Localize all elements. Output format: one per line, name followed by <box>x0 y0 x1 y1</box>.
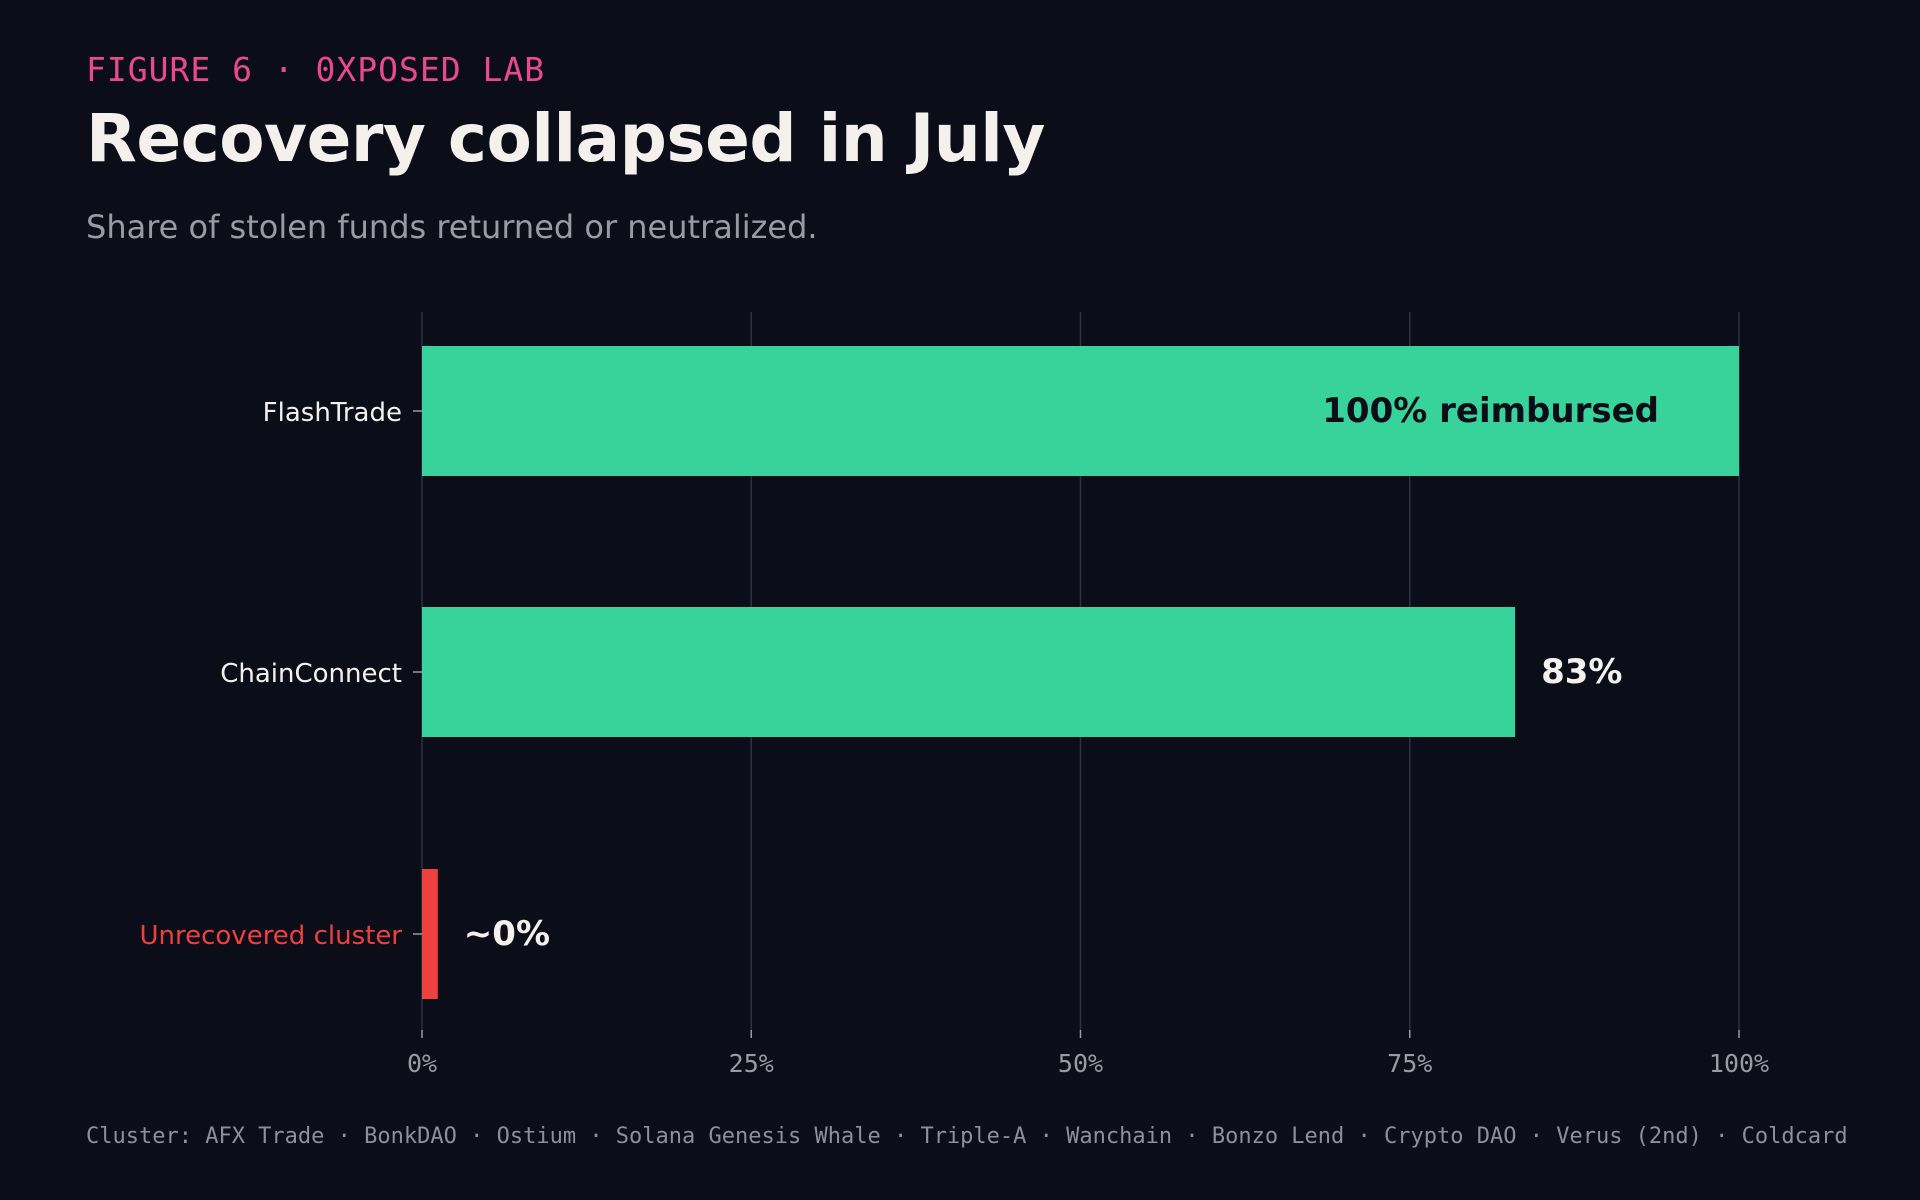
chart-title: Recovery collapsed in July <box>86 100 1045 177</box>
chart-subtitle: Share of stolen funds returned or neutra… <box>86 208 818 246</box>
x-tick-label: 75% <box>1387 1049 1432 1078</box>
bar <box>422 869 438 999</box>
category-label: FlashTrade <box>263 398 402 428</box>
figure-eyebrow: FIGURE 6 · 0XPOSED LAB <box>86 50 546 89</box>
x-tick-label: 50% <box>1058 1049 1103 1078</box>
value-label: 83% <box>1541 652 1622 692</box>
x-tick-label: 100% <box>1709 1049 1769 1078</box>
bar-chart: 0% 25% 50% 75% 100% FlashTrade 100% reimbursed… <box>139 312 1769 1078</box>
value-label: ~0% <box>464 914 550 954</box>
x-tick-label: 0% <box>407 1049 437 1078</box>
value-label: 100% reimbursed <box>1322 391 1659 431</box>
cluster-footnote: Cluster: AFX Trade · BonkDAO · Ostium · … <box>86 1124 1848 1149</box>
category-label: Unrecovered cluster <box>139 921 402 951</box>
bar <box>422 607 1516 737</box>
bar <box>422 346 1739 476</box>
x-tick-label: 25% <box>729 1049 774 1078</box>
category-label: ChainConnect <box>220 659 402 689</box>
